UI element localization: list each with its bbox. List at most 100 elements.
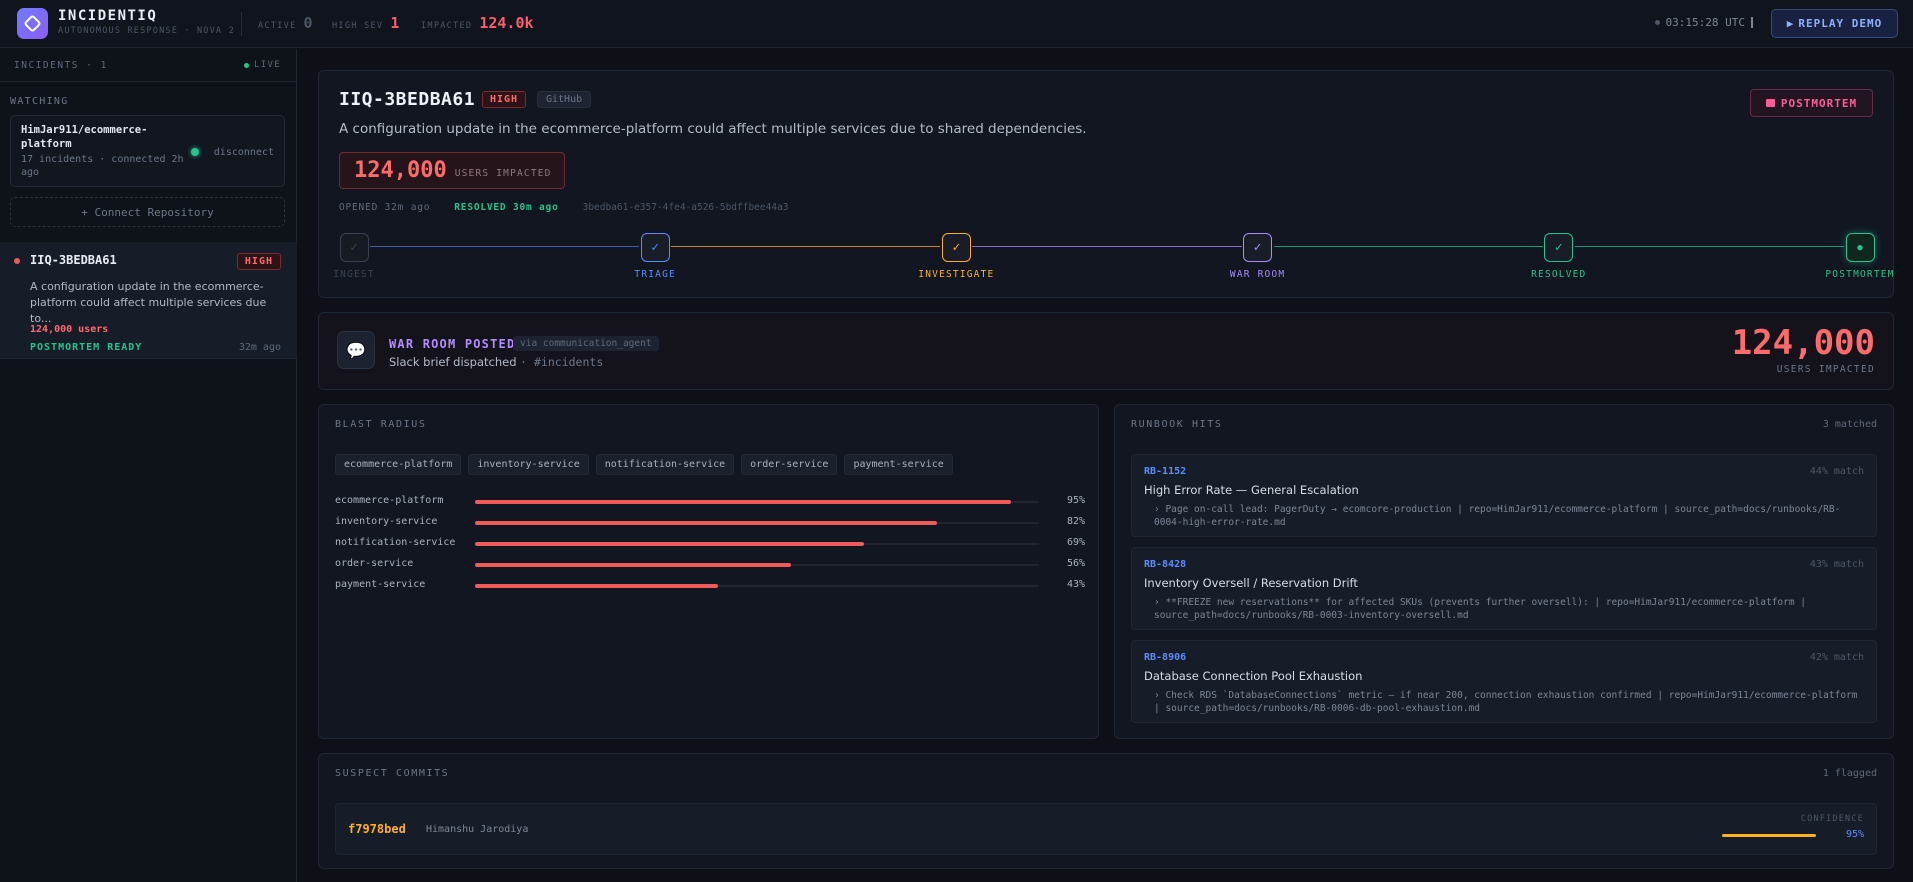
postmortem-button[interactable]: POSTMORTEM <box>1750 89 1873 117</box>
war-room-title: WAR ROOM POSTED <box>389 337 516 351</box>
section-title: RUNBOOK HITS <box>1131 419 1223 430</box>
divider <box>241 12 242 36</box>
step-label: RESOLVED <box>1531 269 1587 280</box>
severity-badge: HIGH <box>482 91 527 108</box>
blast-bar-row: order-service 56% <box>335 558 1085 572</box>
via-agent-badge: via communication_agent <box>513 336 659 351</box>
live-label: LIVE <box>254 60 281 70</box>
active-dot-icon: ● <box>1845 233 1875 262</box>
brand-subtitle: AUTONOMOUS RESPONSE · NOVA 2 <box>58 26 235 36</box>
clock: 03:15:28 UTC <box>1654 16 1753 29</box>
incident-users: 124,000 users <box>30 324 109 335</box>
disconnect-button[interactable]: disconnect <box>213 147 274 158</box>
war-room-channel: · #incidents <box>520 355 604 369</box>
impact-box: 124,000 USERS IMPACTED <box>339 152 565 189</box>
blast-bar-row: notification-service 69% <box>335 537 1085 551</box>
bar-percent: 56% <box>1066 558 1085 569</box>
runbook-match: 44% match <box>1809 466 1864 477</box>
pipeline-step-triage: ✓ TRIAGE <box>615 233 695 280</box>
pipeline-step-postmortem: ● POSTMORTEM <box>1820 233 1900 280</box>
runbook-card[interactable]: RB-8906 42% match Database Connection Po… <box>1131 640 1877 723</box>
connect-repository-button[interactable]: + Connect Repository <box>10 197 285 227</box>
runbook-id: RB-8428 <box>1144 559 1187 570</box>
blast-bar-row: ecommerce-platform 95% <box>335 495 1085 509</box>
incident-headline: A configuration update in the ecommerce-… <box>339 121 1087 137</box>
check-icon: ✓ <box>339 233 369 262</box>
brand-title: INCIDENTIQ <box>58 8 158 24</box>
service-name: inventory-service <box>335 516 438 527</box>
clock-dot-icon <box>1654 20 1660 25</box>
logo-icon <box>17 8 48 39</box>
replay-demo-label: REPLAY DEMO <box>1798 17 1883 30</box>
stat-label: ACTIVE <box>258 21 297 31</box>
bar-percent: 69% <box>1066 537 1085 548</box>
repo-meta: 17 incidents · connected 2h ago <box>21 154 184 178</box>
service-name: notification-service <box>335 537 456 548</box>
incident-description: A configuration update in the ecommerce-… <box>30 280 267 325</box>
resolved-time: RESOLVED 30m ago <box>454 202 559 213</box>
incident-header-panel: IIQ-3BEDBA61 HIGH GitHub POSTMORTEM A co… <box>318 70 1894 298</box>
blast-bar-row: payment-service 43% <box>335 579 1085 593</box>
runbook-hits-panel: RUNBOOK HITS 3 matched RB-1152 44% match… <box>1114 404 1894 739</box>
sidebar: INCIDENTS · 1 LIVE WATCHING HimJar911/ec… <box>0 49 297 882</box>
confidence-bar <box>1722 834 1816 837</box>
war-room-impact-value: 124,000 <box>1731 323 1875 363</box>
section-title: SUSPECT COMMITS <box>335 768 450 779</box>
runbook-title: Database Connection Pool Exhaustion <box>1144 669 1363 683</box>
play-icon: ▶ <box>1786 17 1795 30</box>
replay-demo-button[interactable]: ▶ REPLAY DEMO <box>1771 9 1898 38</box>
section-title: BLAST RADIUS <box>335 419 427 430</box>
step-label: INVESTIGATE <box>918 269 995 280</box>
postmortem-label: POSTMORTEM <box>1780 96 1858 110</box>
war-room-impact-label: USERS IMPACTED <box>1776 364 1875 375</box>
commit-count: 1 flagged <box>1822 768 1877 779</box>
repo-name: HimJar911/ecommerce-platform <box>21 124 148 150</box>
service-chip: ecommerce-platform <box>335 454 462 475</box>
stat-label: HIGH SEV <box>332 21 384 31</box>
blast-radius-panel: BLAST RADIUS ecommerce-platform inventor… <box>318 404 1099 739</box>
stat-high-sev: HIGH SEV 1 <box>332 14 399 32</box>
sidebar-header: INCIDENTS · 1 LIVE <box>0 49 297 82</box>
pipeline-step-war-room: ✓ WAR ROOM <box>1218 233 1298 280</box>
step-connector <box>671 246 941 247</box>
sidebar-title: INCIDENTS · 1 <box>14 60 108 71</box>
clock-time: 03:15:28 UTC <box>1665 16 1745 29</box>
pipeline-stepper: ✓ INGEST ✓ TRIAGE ✓ INVESTIGATE ✓ WAR ROOM ✓ RESO… <box>333 233 1893 283</box>
runbook-id: RB-1152 <box>1144 466 1187 477</box>
incident-status: POSTMORTEM READY <box>30 342 143 353</box>
severity-dot-icon <box>14 258 20 264</box>
service-name: order-service <box>335 558 414 569</box>
opened-time: OPENED 32m ago <box>339 202 431 213</box>
service-chip: order-service <box>741 454 838 475</box>
incident-uuid: 3bedba61-e357-4fe4-a526-5bdffbee44a3 <box>582 202 789 213</box>
incident-age: 32m ago <box>238 342 281 353</box>
step-label: WAR ROOM <box>1229 269 1286 280</box>
bar-track <box>475 585 1039 587</box>
commit-card[interactable]: f7978bed Himanshu Jarodiya CONFIDENCE 95… <box>335 803 1877 855</box>
service-name: payment-service <box>335 579 426 590</box>
runbook-text: › **FREEZE new reservations** for affect… <box>1154 597 1807 621</box>
impact-label: USERS IMPACTED <box>454 168 552 179</box>
runbook-match: 43% match <box>1809 559 1864 570</box>
runbook-card[interactable]: RB-1152 44% match High Error Rate — Gene… <box>1131 454 1877 537</box>
pipeline-step-investigate: ✓ INVESTIGATE <box>916 233 996 280</box>
pipeline-step-resolved: ✓ RESOLVED <box>1519 233 1599 280</box>
service-chip: notification-service <box>595 454 735 475</box>
live-indicator: LIVE <box>244 60 281 70</box>
step-connector <box>1273 246 1543 247</box>
chat-bubble-icon: 💬 <box>337 331 375 369</box>
incident-list-item[interactable]: IIQ-3BEDBA61 HIGH A configuration update… <box>0 242 297 359</box>
watching-label: WATCHING <box>10 96 69 107</box>
war-room-subtitle: Slack brief dispatched · #incidents <box>389 355 603 369</box>
runbook-text: › Check RDS `DatabaseConnections` metric… <box>1154 690 1858 714</box>
pipeline-step-ingest: ✓ INGEST <box>314 233 394 280</box>
connected-dot-icon <box>191 148 199 156</box>
cursor-icon <box>1751 17 1753 28</box>
runbook-text: › Page on-call lead: PagerDuty → ecomcor… <box>1154 504 1841 528</box>
check-icon: ✓ <box>941 233 971 262</box>
stat-value: 124.0k <box>479 14 534 32</box>
stat-label: IMPACTED <box>421 21 473 31</box>
runbook-match: 42% match <box>1809 652 1864 663</box>
commit-sha[interactable]: f7978bed <box>348 822 406 836</box>
runbook-card[interactable]: RB-8428 43% match Inventory Oversell / R… <box>1131 547 1877 630</box>
